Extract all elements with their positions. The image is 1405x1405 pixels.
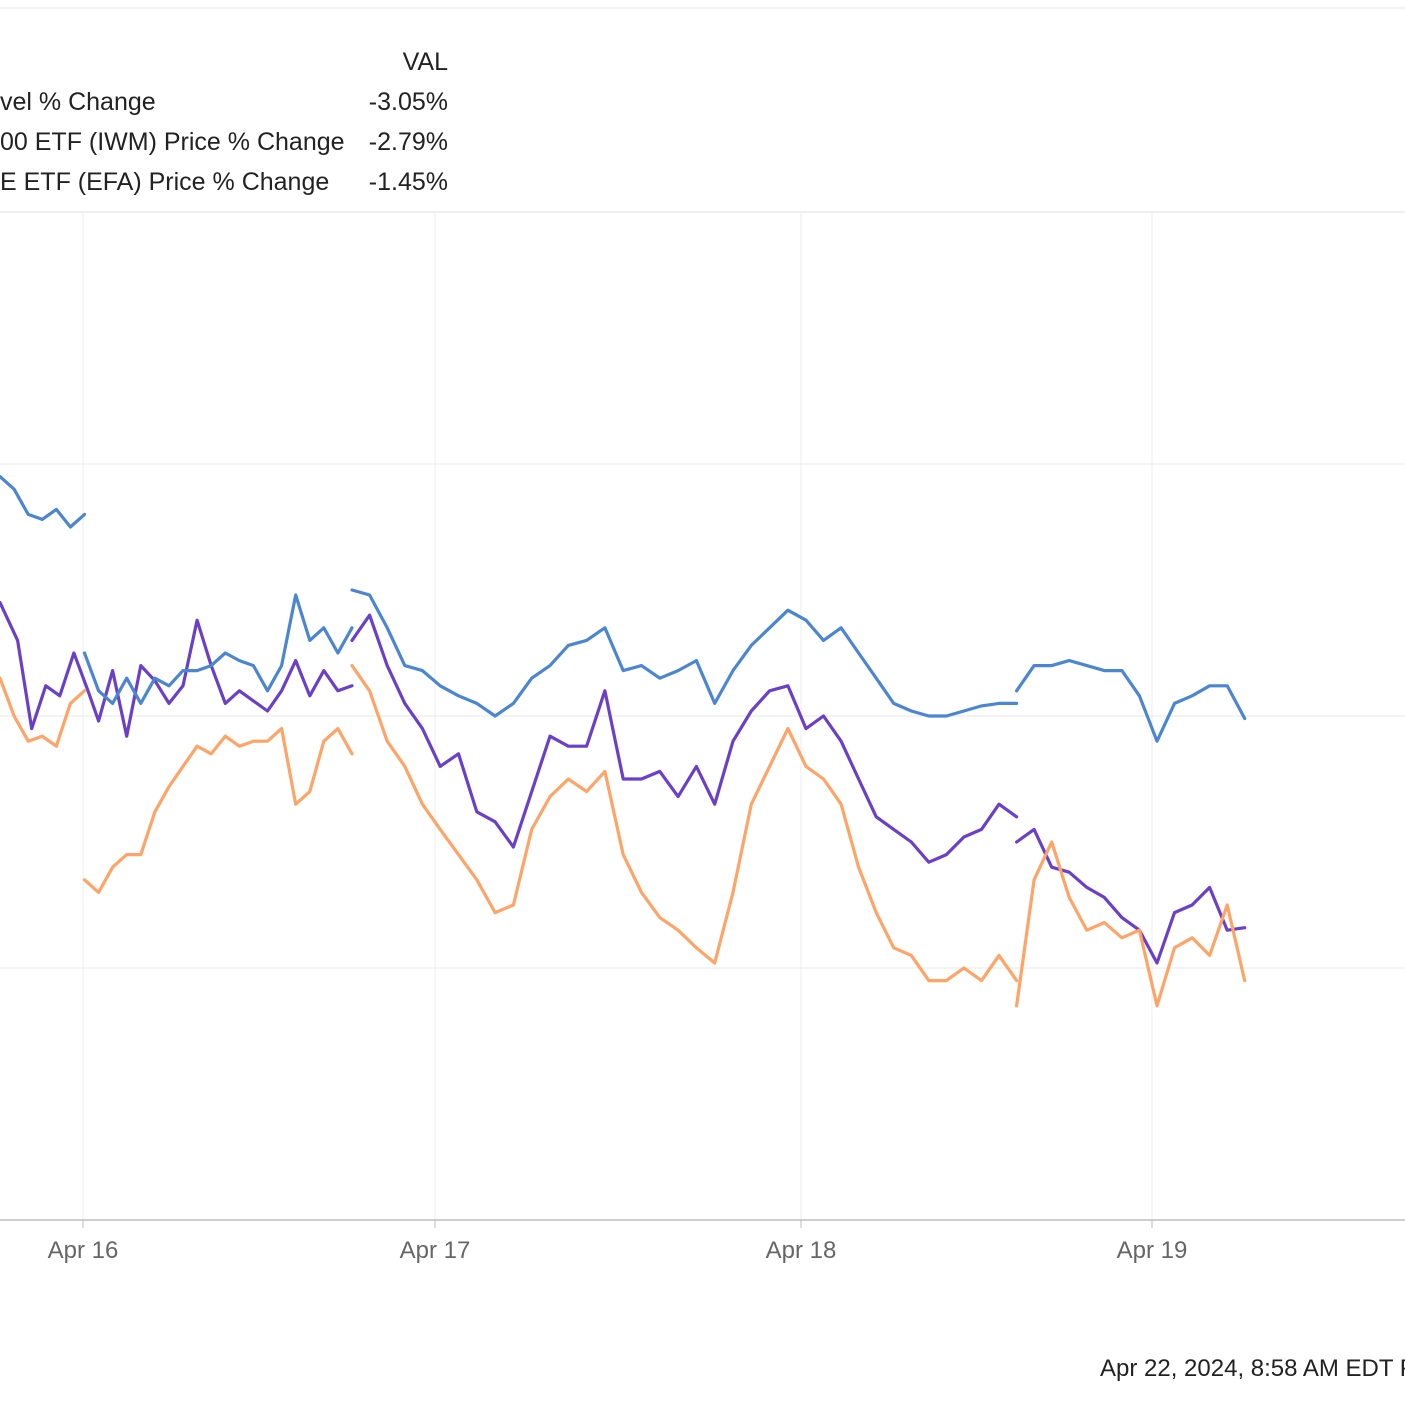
series-line-3 <box>0 475 87 529</box>
legend-row-1-value: -3.05% <box>369 88 448 116</box>
series-line-3 <box>82 593 354 705</box>
legend-row-2-value: -2.79% <box>369 128 448 156</box>
series-line-2 <box>82 727 354 894</box>
legend-row-1-name: vel % Change <box>0 88 156 116</box>
series-line-2 <box>350 664 1019 983</box>
footer-timestamp: Apr 22, 2024, 8:58 AM EDT Po <box>1100 1355 1405 1382</box>
legend-header: VAL <box>403 48 448 76</box>
x-tick-label: Apr 19 <box>1117 1237 1188 1264</box>
x-tick-label: Apr 18 <box>766 1237 837 1264</box>
legend-row-2-name: 00 ETF (IWM) Price % Change <box>0 128 345 156</box>
x-axis-ticks <box>82 1220 1153 1228</box>
gridlines <box>0 213 1405 1220</box>
x-tick-label: Apr 17 <box>400 1237 471 1264</box>
series-line-3 <box>350 588 1019 718</box>
series-layer <box>0 475 1247 1008</box>
series-line-1 <box>1015 827 1247 965</box>
series-line-1 <box>350 613 1019 864</box>
x-tick-label: Apr 16 <box>48 1237 119 1264</box>
series-line-2 <box>1015 840 1247 1008</box>
legend-row-3-value: -1.45% <box>369 168 448 196</box>
legend-row-3-name: E ETF (EFA) Price % Change <box>0 168 329 196</box>
legend: VAL vel % Change -3.05% 00 ETF (IWM) Pri… <box>0 48 448 196</box>
x-axis-labels: Apr 16 Apr 17 Apr 18 Apr 19 <box>48 1237 1188 1264</box>
series-line-3 <box>1015 659 1247 743</box>
series-line-1 <box>0 601 354 738</box>
series-line-2 <box>0 676 87 748</box>
